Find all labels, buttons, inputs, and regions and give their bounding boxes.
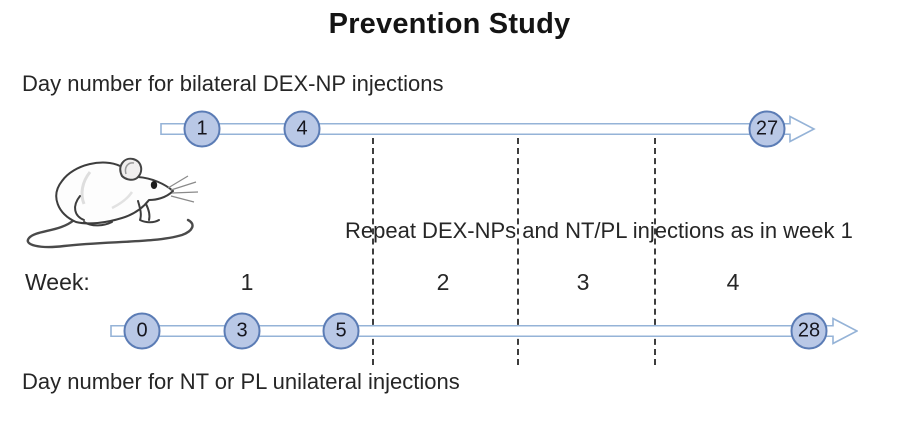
bottom-timeline-arrow: 0 3 5 28 bbox=[110, 312, 858, 350]
mouse-illustration-icon bbox=[26, 157, 199, 249]
mouse-hind-leg bbox=[74, 195, 113, 227]
mouse-shading bbox=[80, 171, 92, 205]
mouse-ear bbox=[119, 157, 143, 181]
repeat-annotation: Repeat DEX-NPs and NT/PL injections as i… bbox=[345, 218, 853, 243]
day-marker-ntpl-0: 0 bbox=[123, 312, 161, 350]
week-number-2: 2 bbox=[436, 269, 450, 295]
day-marker-ntpl-3: 3 bbox=[223, 312, 261, 350]
mouse-front-leg bbox=[137, 200, 160, 224]
mouse-tail bbox=[26, 218, 194, 249]
mouse-body bbox=[55, 161, 174, 225]
timeline-arrow-shape bbox=[110, 317, 858, 345]
timeline-arrow-shape bbox=[160, 115, 816, 143]
mouse-whiskers bbox=[167, 175, 199, 203]
bottom-timeline-caption: Day number for NT or PL unilateral injec… bbox=[22, 369, 460, 394]
day-marker-ntpl-28: 28 bbox=[790, 312, 828, 350]
week-number-1: 1 bbox=[240, 269, 254, 295]
week-number-4: 4 bbox=[726, 269, 740, 295]
day-marker-dexnp-27: 27 bbox=[748, 110, 786, 148]
week-divider-line-1 bbox=[372, 138, 374, 365]
week-number-3: 3 bbox=[576, 269, 590, 295]
arrow-outline-path bbox=[160, 115, 816, 143]
day-marker-dexnp-1: 1 bbox=[183, 110, 221, 148]
day-marker-dexnp-4: 4 bbox=[283, 110, 321, 148]
diagram-title: Prevention Study bbox=[328, 8, 571, 40]
top-timeline-arrow: 1 4 27 bbox=[160, 110, 816, 148]
mouse-eye bbox=[150, 181, 158, 189]
day-marker-ntpl-5: 5 bbox=[322, 312, 360, 350]
mouse-shading-2 bbox=[111, 191, 134, 210]
mouse-inner-ear bbox=[124, 162, 135, 175]
week-divider-line-3 bbox=[654, 138, 656, 365]
week-divider-line-2 bbox=[517, 138, 519, 365]
week-row-label: Week: bbox=[25, 269, 90, 295]
top-timeline-caption: Day number for bilateral DEX-NP injectio… bbox=[22, 71, 444, 96]
